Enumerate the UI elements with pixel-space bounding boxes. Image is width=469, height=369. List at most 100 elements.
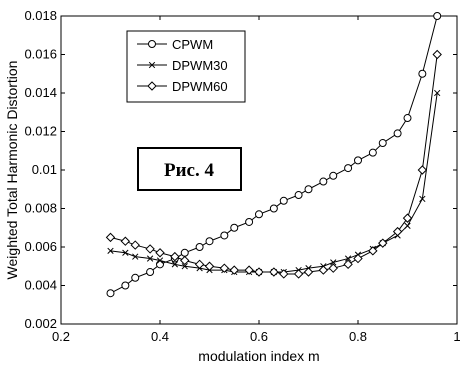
data-point — [432, 49, 442, 60]
data-point — [344, 255, 352, 262]
y-tick-label: 0.018 — [24, 8, 57, 23]
x-tick-label: 1 — [453, 329, 460, 344]
y-axis-label: Weighted Total Harmonic Distortion — [4, 61, 20, 280]
data-point — [180, 248, 189, 257]
x-tick-label: 0.4 — [151, 329, 169, 344]
data-point — [303, 267, 314, 277]
figure-tag: Рис. 4 — [137, 147, 242, 191]
legend-marker — [148, 61, 156, 69]
data-point — [146, 255, 154, 262]
data-point — [245, 217, 254, 226]
y-tick-label: 0.012 — [24, 124, 57, 139]
x-axis-label: modulation index m — [198, 348, 319, 364]
data-point — [392, 226, 403, 237]
data-point — [343, 259, 353, 270]
x-tick-label: 0.6 — [250, 329, 268, 344]
legend-label: DPWM30 — [172, 58, 228, 73]
data-point — [156, 260, 164, 269]
data-point — [417, 165, 428, 175]
data-point — [293, 269, 304, 279]
y-tick-label: 0.008 — [24, 201, 57, 216]
data-point — [269, 267, 279, 277]
data-point — [107, 247, 114, 255]
data-point — [230, 223, 239, 232]
data-point — [180, 255, 190, 266]
data-point — [344, 164, 353, 173]
data-point — [122, 249, 129, 256]
legend-marker — [148, 40, 156, 48]
data-point — [368, 148, 377, 157]
data-point — [353, 253, 363, 264]
series-cpwm — [106, 12, 442, 298]
data-point — [433, 12, 442, 20]
data-point — [328, 263, 338, 273]
y-tick-label: 0.016 — [24, 47, 57, 62]
legend: CPWM DPWM30 DPWM60 — [126, 30, 246, 103]
data-point — [279, 269, 289, 279]
data-point — [120, 236, 131, 246]
data-point — [170, 251, 180, 262]
data-point — [404, 222, 411, 229]
data-point — [255, 210, 263, 219]
data-point — [219, 263, 230, 273]
legend-item: CPWM — [137, 37, 213, 52]
y-tick-label: 0.006 — [24, 239, 57, 254]
data-point — [204, 261, 215, 271]
legend-marker — [147, 81, 157, 91]
data-point — [171, 261, 179, 268]
data-point — [378, 238, 388, 248]
data-point — [368, 246, 378, 256]
data-point — [131, 273, 140, 282]
x-tick-label: 0.2 — [52, 329, 70, 344]
data-point — [105, 232, 116, 243]
data-point — [329, 171, 338, 180]
data-point — [304, 185, 313, 194]
data-point — [155, 248, 165, 258]
legend-label: DPWM60 — [172, 79, 228, 94]
data-point — [130, 240, 140, 250]
data-point — [330, 259, 337, 266]
data-point — [319, 177, 328, 186]
figure-tag-box — [137, 147, 242, 191]
data-point — [254, 267, 264, 277]
y-tick-label: 0.014 — [24, 85, 57, 100]
data-point — [106, 289, 115, 298]
data-point — [318, 265, 329, 275]
legend-item: DPWM30 — [137, 58, 228, 73]
data-point — [403, 114, 412, 123]
y-tick-label: 0.004 — [24, 278, 57, 293]
data-point — [434, 89, 441, 97]
data-point — [181, 263, 188, 270]
y-tick-label: 0.01 — [32, 162, 57, 177]
data-point — [145, 244, 155, 254]
data-point — [354, 156, 362, 165]
data-point — [269, 204, 278, 213]
legend-box — [126, 30, 246, 103]
data-point — [195, 243, 204, 251]
data-point — [279, 196, 288, 205]
data-point — [205, 237, 214, 246]
data-point — [220, 231, 229, 240]
figure-tag-label: Рис. 4 — [164, 160, 214, 181]
data-point — [418, 69, 427, 78]
data-point — [244, 265, 254, 275]
legend-item: DPWM60 — [137, 79, 228, 94]
x-tick-label: 0.8 — [349, 329, 367, 344]
data-point — [419, 195, 426, 203]
data-point — [121, 281, 130, 290]
data-point — [194, 259, 205, 270]
series-dpwm60 — [105, 49, 442, 279]
plot-area — [60, 15, 458, 325]
axis-ticks: 0.2 0.4 0.6 0.8 1 0.002 0.004 0.006 0.008 0.01 0.0… — [24, 8, 460, 344]
series-group — [105, 12, 442, 298]
legend-label: CPWM — [172, 37, 213, 52]
data-point — [402, 213, 413, 223]
data-point — [146, 268, 155, 277]
data-point — [378, 139, 387, 148]
data-point — [393, 129, 402, 138]
data-point — [156, 257, 164, 264]
y-tick-label: 0.002 — [24, 316, 57, 331]
data-point — [229, 265, 239, 275]
